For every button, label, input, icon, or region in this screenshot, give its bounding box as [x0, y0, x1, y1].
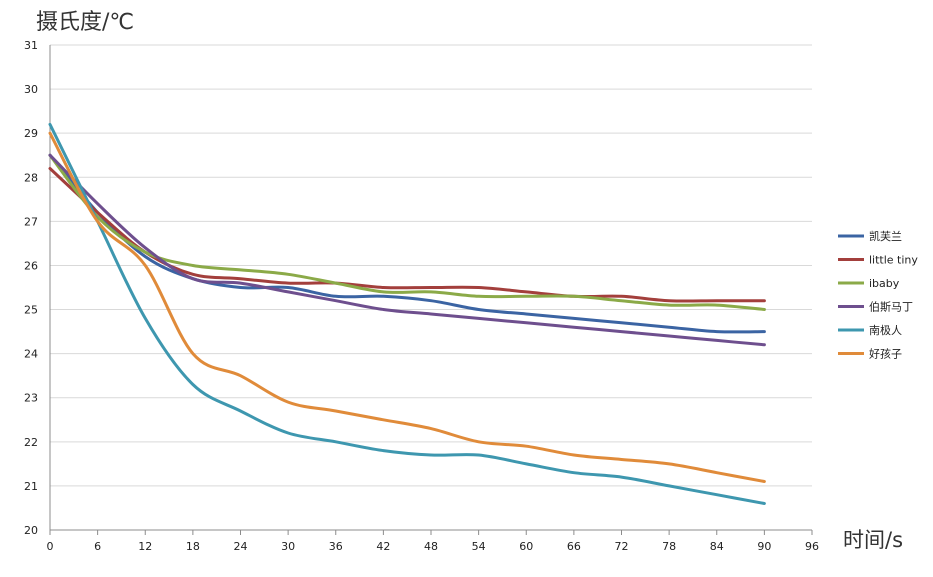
x-tick-label: 90: [757, 540, 771, 553]
legend-entry-label: 伯斯马丁: [869, 300, 913, 314]
legend-entry-label: ibaby: [869, 277, 900, 290]
y-tick-label: 31: [24, 39, 38, 52]
x-tick-label: 72: [615, 540, 629, 553]
x-tick-label: 12: [138, 540, 152, 553]
x-tick-label: 18: [186, 540, 200, 553]
y-axis-title: 摄氏度/℃: [36, 10, 135, 35]
series-line-3: [48, 153, 766, 347]
x-tick-label: 66: [567, 540, 581, 553]
x-tick-label: 36: [329, 540, 343, 553]
x-tick-label: 54: [472, 540, 486, 553]
y-tick-labels: 20 21 22 23 24 25 26 27 28 29 30 31: [24, 39, 38, 537]
series-line-1: [48, 167, 766, 303]
y-tick-label: 25: [24, 304, 38, 317]
series-line-4: [48, 122, 766, 505]
x-tick-labels: 0 6 12 18 24 30 36 42 48 54 60 66 72 78 84 90 96: [47, 540, 820, 553]
x-axis-title: 时间/s: [843, 528, 904, 552]
series-line-2: [48, 153, 766, 311]
x-tick-label: 0: [47, 540, 54, 553]
y-tick-label: 26: [24, 259, 38, 272]
x-tick-label: 6: [94, 540, 101, 553]
y-tick-label: 23: [24, 392, 38, 405]
legend-entry-label: 南极人: [869, 323, 902, 337]
y-tick-label: 22: [24, 436, 38, 449]
series-line-0: [48, 153, 766, 334]
y-tick-label: 29: [24, 127, 38, 140]
series-line-5: [48, 131, 766, 483]
x-tick-label: 48: [424, 540, 438, 553]
legend-entry-label: 好孩子: [869, 347, 902, 361]
y-tick-label: 28: [24, 171, 38, 184]
gridlines: [50, 44, 812, 487]
x-tick-label: 60: [519, 540, 533, 553]
x-tick-label: 42: [376, 540, 390, 553]
y-tick-label: 21: [24, 480, 38, 493]
x-tick-label: 24: [234, 540, 248, 553]
axes: [49, 45, 813, 535]
y-tick-label: 30: [24, 83, 38, 96]
legend-entry-label: little tiny: [869, 254, 918, 267]
x-tick-label: 96: [805, 540, 819, 553]
x-tick-label: 84: [710, 540, 724, 553]
x-tick-label: 78: [662, 540, 676, 553]
series-lines: [48, 122, 766, 505]
y-tick-label: 27: [24, 215, 38, 228]
y-tick-label: 20: [24, 524, 38, 537]
legend-entry-label: 凯芙兰: [869, 229, 902, 243]
x-tick-label: 30: [281, 540, 295, 553]
y-tick-label: 24: [24, 348, 38, 361]
